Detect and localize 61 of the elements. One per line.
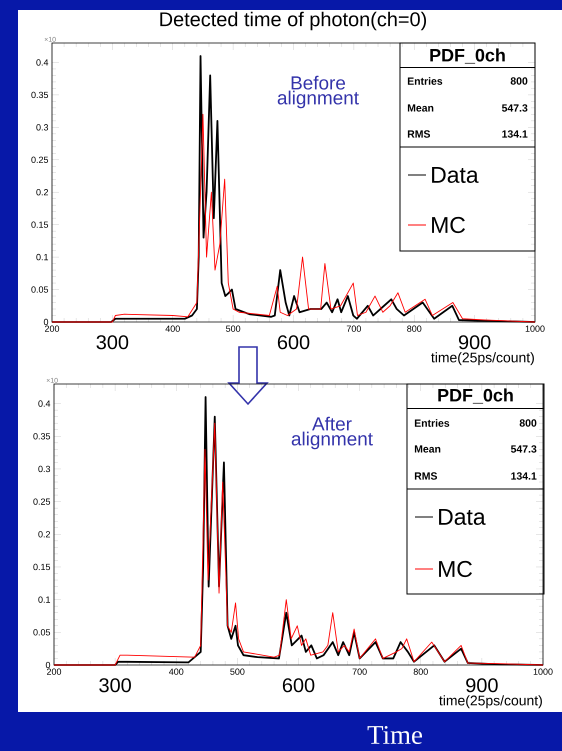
annotation: Before alignment xyxy=(278,76,359,108)
annotation: RMS xyxy=(408,130,430,138)
x-tick-label: 200 xyxy=(46,668,62,675)
x-tick-label: 500 xyxy=(230,668,245,675)
x-tick-label: 800 xyxy=(414,668,428,675)
legend-label: Data xyxy=(439,509,486,525)
x-tick-label: 400 xyxy=(165,326,180,332)
x-axis-title: time(25ps/count) xyxy=(431,352,534,366)
annotation: Mean xyxy=(408,104,434,112)
x-tick-label: 500 xyxy=(226,326,240,332)
text: 600 xyxy=(282,678,314,692)
annotation: Entries xyxy=(408,77,442,85)
annotation: 800 xyxy=(520,419,536,427)
text: Time xyxy=(368,726,422,744)
annotation: 547.3 xyxy=(510,445,536,453)
y-tick-label: 0.05 xyxy=(33,629,50,636)
annotation: After alignment xyxy=(292,416,373,450)
text: 900 xyxy=(458,335,490,350)
annotation: Mean xyxy=(414,445,440,453)
annotation: RMS xyxy=(414,472,438,480)
legend-label: Data xyxy=(432,167,479,183)
y-tick-label: 0.4 xyxy=(36,59,48,66)
y-tick-label: 0.1 xyxy=(36,254,48,260)
y-tick-label: 0.4 xyxy=(38,400,50,407)
annotation: PDF_0ch xyxy=(438,388,513,404)
x-tick-label: 800 xyxy=(407,326,422,332)
y-tick-label: 0.3 xyxy=(36,124,48,131)
text: 300 xyxy=(96,335,128,350)
text: 600 xyxy=(278,335,310,350)
x-tick-label: 700 xyxy=(352,668,367,675)
annotation: 800 xyxy=(510,77,528,85)
x-axis-title: time(25ps/count) xyxy=(439,695,542,708)
y-tick-label: 0.35 xyxy=(33,433,50,440)
y-tick-label: 0.2 xyxy=(36,189,48,196)
y-tick-label: 0.15 xyxy=(31,221,48,228)
y-tick-label: 0.35 xyxy=(31,92,48,98)
legend-label: MC xyxy=(439,560,472,578)
y-tick-label: 0.1 xyxy=(38,596,50,603)
x-tick-label: 400 xyxy=(168,668,184,675)
y-tick-label: 0 xyxy=(46,662,50,668)
y-tick-label: 0.05 xyxy=(31,286,48,293)
y-tick-label: 0.3 xyxy=(38,466,50,472)
x-tick-label: 1000 xyxy=(534,668,553,675)
text: 900 xyxy=(466,678,498,692)
y-tick-label: 0.2 xyxy=(38,531,50,538)
annotation: 134.1 xyxy=(511,472,536,480)
y-tick-label: 0.25 xyxy=(33,498,50,505)
y-tick-label: 0 xyxy=(44,318,48,326)
chart-title: Detected time of photon(ch=0) xyxy=(160,12,426,30)
legend-label: MC xyxy=(432,216,465,234)
x-tick-label: 200 xyxy=(44,326,60,332)
y-tick-label: 0.15 xyxy=(33,564,50,570)
y-tick-label: 0.25 xyxy=(31,156,48,163)
annotation: Entries xyxy=(414,419,450,427)
annotation: 134.1 xyxy=(502,130,528,138)
x-tick-label: 1000 xyxy=(526,326,545,332)
text: 300 xyxy=(99,678,131,692)
x-tick-label: 700 xyxy=(346,326,361,332)
annotation: PDF_0ch xyxy=(430,48,505,64)
line-series xyxy=(52,114,536,322)
annotation: 547.3 xyxy=(502,104,528,112)
